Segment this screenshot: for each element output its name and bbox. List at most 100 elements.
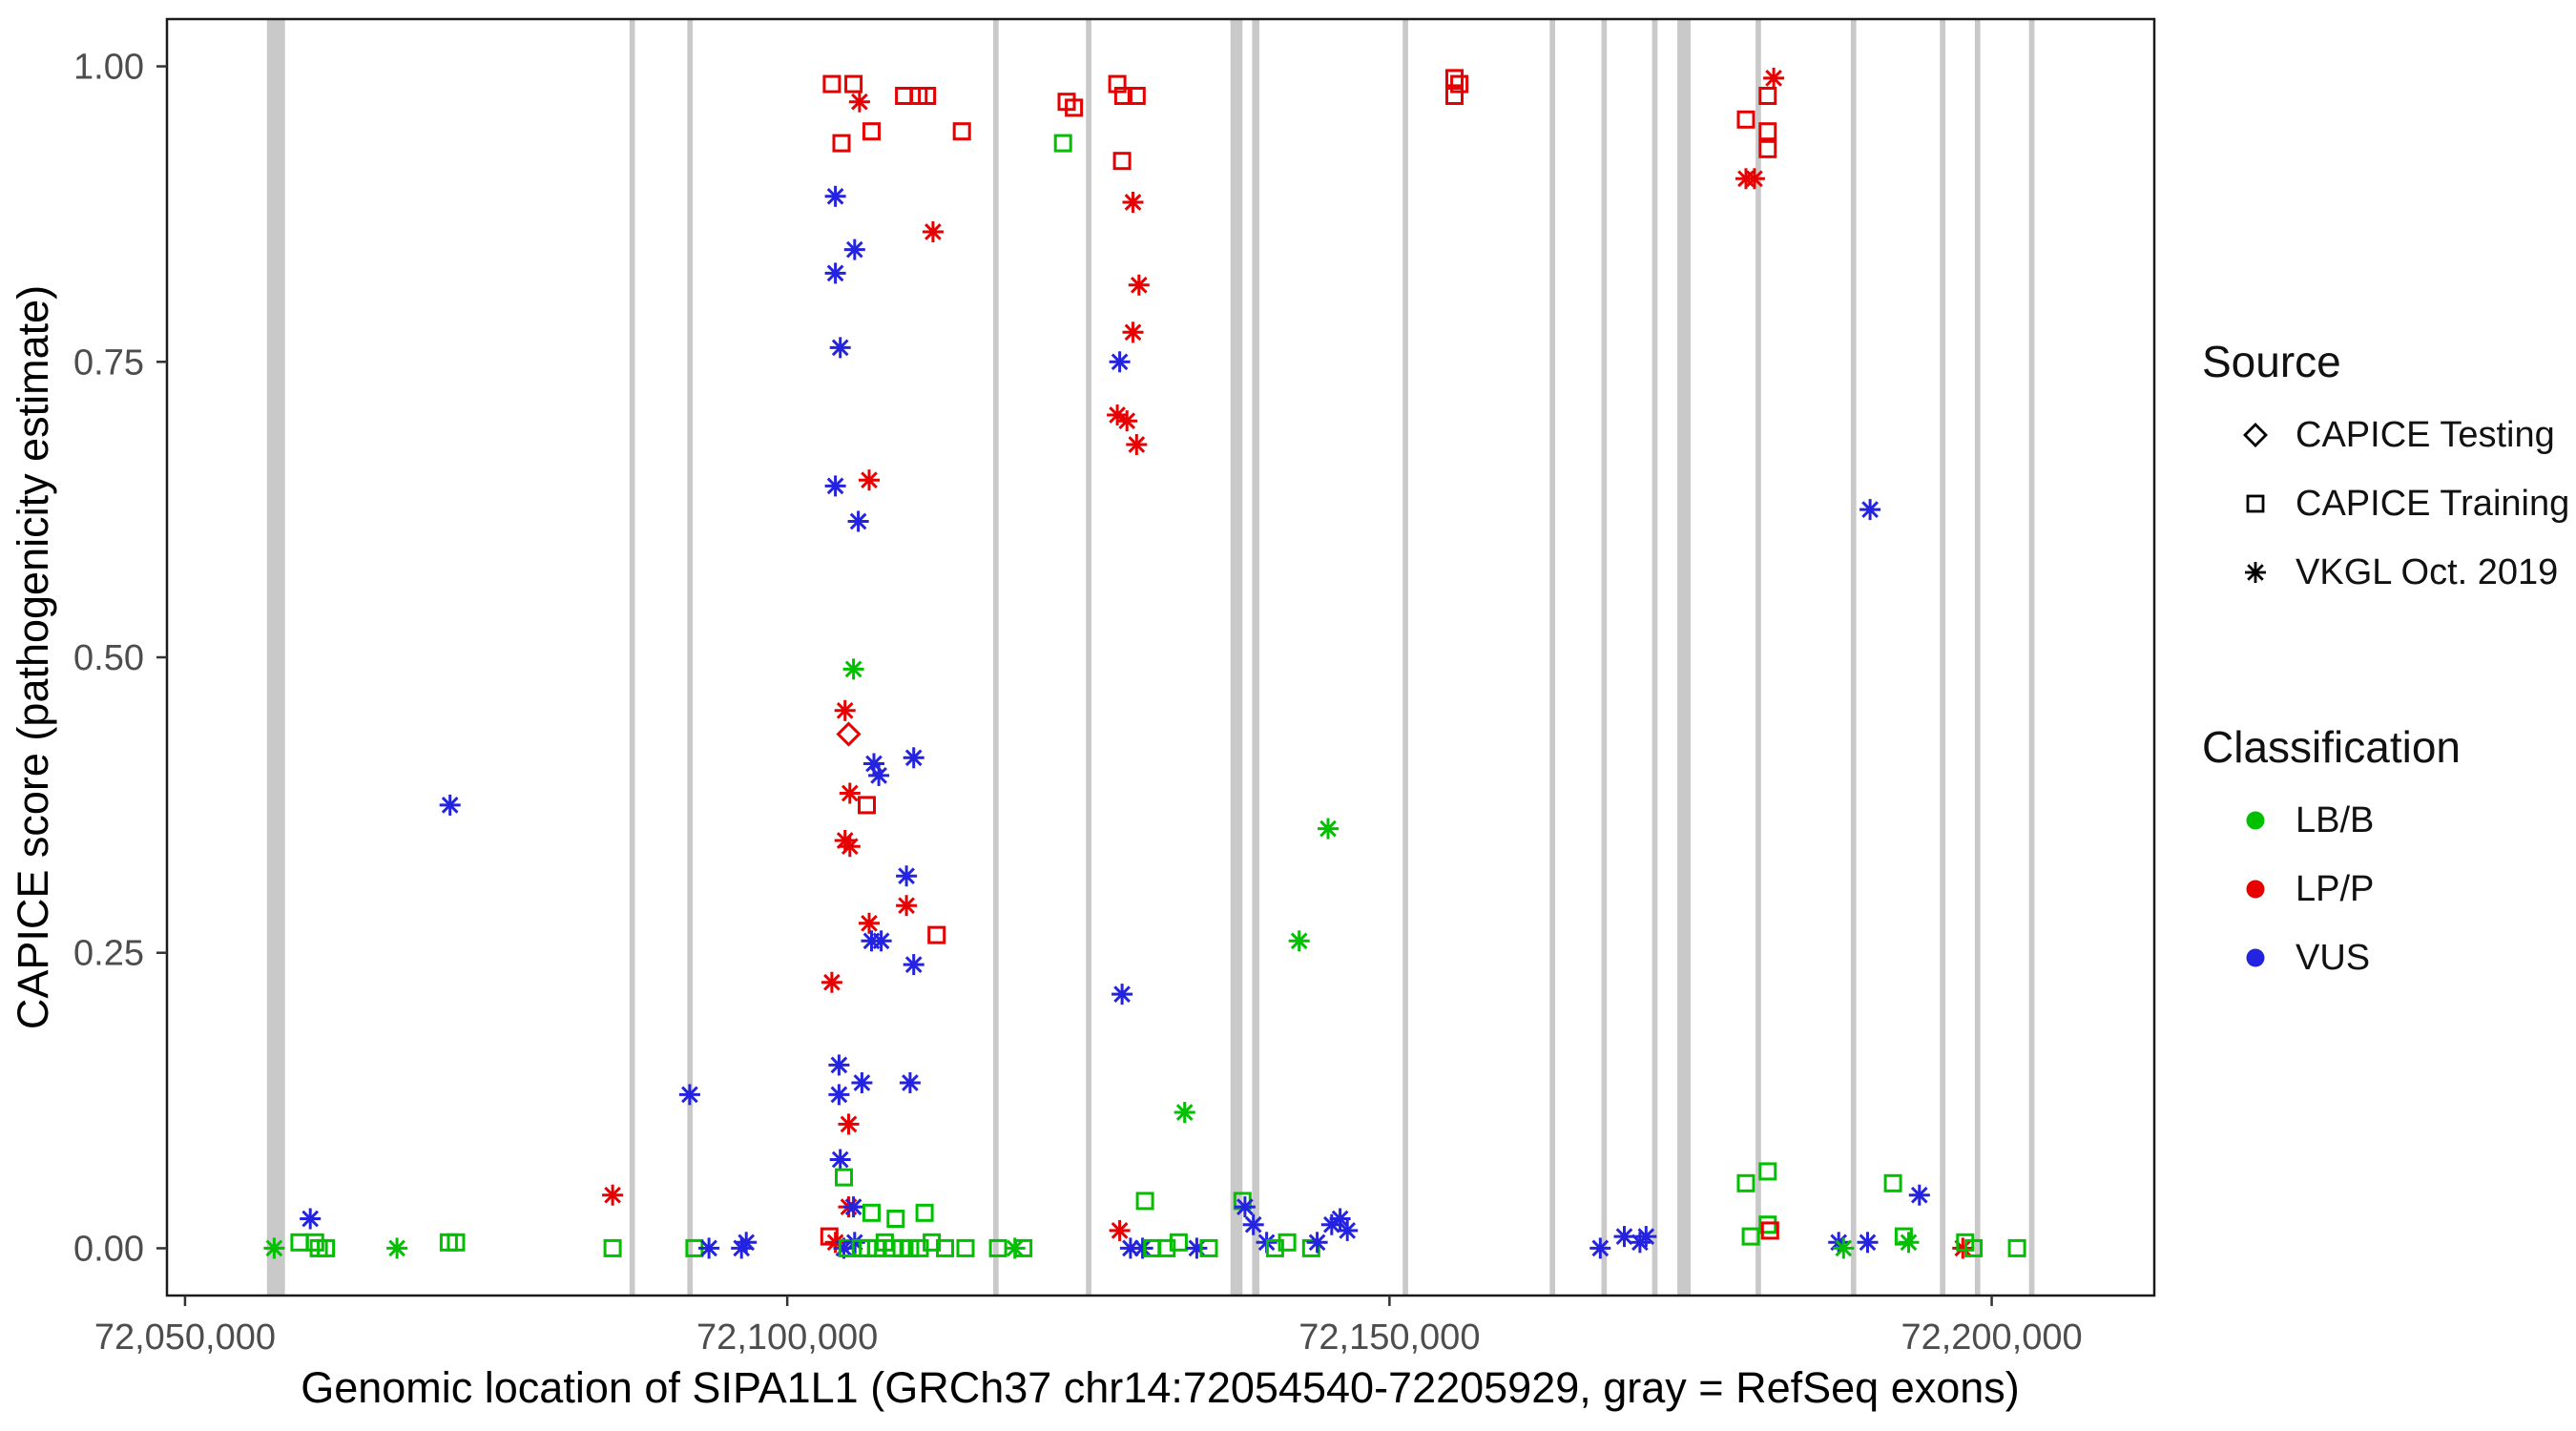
data-points-layer <box>263 67 2026 1259</box>
data-point-square <box>1758 139 1777 158</box>
data-point-square <box>886 1210 905 1228</box>
data-point-square <box>832 134 851 153</box>
data-point-square <box>1758 122 1777 141</box>
data-point-asterisk <box>1109 1219 1131 1241</box>
data-point-asterisk <box>602 1184 624 1206</box>
data-point-asterisk <box>300 1208 322 1230</box>
data-point-square <box>952 122 971 141</box>
data-point-asterisk <box>1589 1237 1611 1259</box>
data-point-asterisk <box>922 221 944 242</box>
legend-source-title: Source <box>2202 337 2341 386</box>
data-point-square <box>1883 1173 1902 1192</box>
data-point-square <box>858 796 876 815</box>
data-point-asterisk <box>851 1072 873 1093</box>
data-point-asterisk <box>829 1149 851 1171</box>
data-point-asterisk <box>1234 1196 1256 1218</box>
data-point-square <box>956 1238 975 1257</box>
y-tick-label: 0.75 <box>73 342 144 383</box>
data-point-asterisk <box>1908 1184 1930 1206</box>
data-point-square <box>910 1238 929 1257</box>
data-point-asterisk <box>838 1113 860 1135</box>
data-point-square <box>1169 1233 1188 1252</box>
data-point-square <box>1199 1238 1218 1257</box>
data-point-square <box>918 87 937 105</box>
data-point-asterisk <box>899 1072 921 1093</box>
y-tick-label: 1.00 <box>73 48 144 88</box>
x-tick-label: 72,050,000 <box>94 1317 276 1358</box>
legend-classification-item-2: VUS <box>2202 937 2569 979</box>
circle-icon <box>2246 880 2265 899</box>
exon-band <box>2028 19 2035 1296</box>
data-point-asterisk <box>839 782 861 804</box>
legend-item-label: CAPICE Testing <box>2296 414 2555 455</box>
exon-band <box>266 19 285 1296</box>
exon-band <box>993 19 999 1296</box>
data-point-square <box>1053 134 1072 153</box>
data-point-square <box>1014 1238 1033 1257</box>
exon-band <box>1086 19 1091 1296</box>
exon-band <box>1601 19 1608 1296</box>
y-tick-label: 0.00 <box>73 1229 144 1269</box>
exon-band <box>1940 19 1945 1296</box>
legend-source-items: CAPICE Testing CAPICE Training VKGL Oct. 2… <box>2202 414 2569 620</box>
legend-source-item-1: CAPICE Training <box>2202 483 2569 525</box>
legend-item-label: VKGL Oct. 2019 <box>2296 551 2559 592</box>
x-tick-label: 72,150,000 <box>1298 1317 1480 1358</box>
data-point-square <box>1741 1227 1760 1246</box>
data-point-asterisk <box>736 1232 758 1254</box>
data-point-asterisk <box>828 1084 850 1106</box>
exon-band <box>1402 19 1408 1296</box>
data-point-square <box>1127 87 1146 105</box>
x-tick-label: 72,100,000 <box>696 1317 878 1358</box>
data-point-asterisk <box>1898 1232 1920 1254</box>
y-tick-label: 0.25 <box>73 934 144 974</box>
data-point-asterisk <box>834 699 856 721</box>
legend-item-label: VUS <box>2296 937 2371 978</box>
exon-band <box>1252 19 1259 1296</box>
data-point-asterisk <box>1635 1226 1657 1248</box>
data-point-square <box>1760 1221 1779 1240</box>
data-point-asterisk <box>859 469 880 491</box>
axes-layer: 0.00 0.25 0.50 0.75 1.00 72,050,000 72,100,000… <box>73 48 2083 1358</box>
data-point-asterisk <box>1743 168 1765 190</box>
y-tick-label: 0.50 <box>73 638 144 678</box>
data-point-square <box>936 1238 954 1257</box>
legend: Source CAPICE Testing CAPICE Training VKGL… <box>2202 336 2569 1006</box>
exon-band <box>1652 19 1658 1296</box>
data-point-diamond <box>836 721 862 747</box>
data-point-asterisk <box>896 865 918 887</box>
legend-item-label: CAPICE Training <box>2296 483 2570 524</box>
data-point-asterisk <box>1111 984 1133 1006</box>
data-point-square <box>1758 87 1777 105</box>
data-point-asterisk <box>439 794 461 816</box>
data-point-asterisk <box>848 91 870 113</box>
data-point-square <box>1964 1238 1984 1257</box>
asterisk-icon <box>2245 562 2266 583</box>
data-point-square <box>1278 1233 1297 1252</box>
diamond-icon <box>2243 423 2268 447</box>
data-point-square <box>862 1203 881 1222</box>
exon-bands-layer <box>266 19 2035 1296</box>
data-point-asterisk <box>1763 67 1785 89</box>
exon-band <box>1974 19 1981 1296</box>
legend-classification-items: LB/B LP/P VUS <box>2202 799 2569 1006</box>
data-point-asterisk <box>829 337 851 359</box>
data-point-square <box>1445 69 1464 88</box>
data-point-square <box>1112 152 1132 171</box>
data-point-square <box>1157 1238 1176 1257</box>
data-point-asterisk <box>1132 1237 1153 1259</box>
data-point-square <box>844 74 863 93</box>
data-point-square <box>305 1233 324 1252</box>
data-point-square <box>317 1238 336 1257</box>
legend-item-label: LP/P <box>2296 868 2375 909</box>
data-point-asterisk <box>1242 1213 1264 1235</box>
exon-band <box>1230 19 1243 1296</box>
data-point-square <box>1758 1215 1777 1234</box>
data-point-asterisk <box>678 1084 700 1106</box>
data-point-asterisk <box>1833 1237 1855 1259</box>
data-point-square <box>822 74 841 93</box>
exon-band <box>1755 19 1761 1296</box>
data-point-asterisk <box>824 262 846 284</box>
circle-icon <box>2246 811 2265 830</box>
